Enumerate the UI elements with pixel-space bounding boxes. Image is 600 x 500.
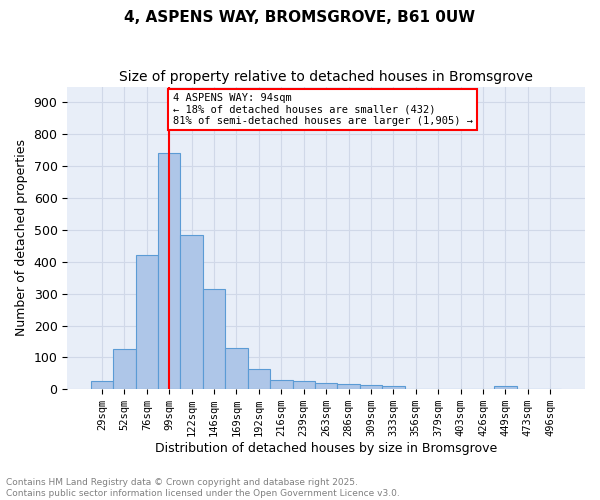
Bar: [181, 234, 203, 389]
Bar: [203, 289, 225, 389]
Title: Size of property relative to detached houses in Bromsgrove: Size of property relative to detached ho…: [119, 70, 533, 84]
Bar: [136, 256, 158, 389]
Bar: [337, 384, 360, 389]
Bar: [360, 386, 382, 389]
Text: 4 ASPENS WAY: 94sqm
← 18% of detached houses are smaller (432)
81% of semi-detac: 4 ASPENS WAY: 94sqm ← 18% of detached ho…: [173, 93, 473, 126]
Bar: [158, 154, 181, 389]
Bar: [494, 386, 517, 389]
Bar: [382, 386, 404, 389]
Text: Contains HM Land Registry data © Crown copyright and database right 2025.
Contai: Contains HM Land Registry data © Crown c…: [6, 478, 400, 498]
Bar: [293, 382, 315, 389]
Text: 4, ASPENS WAY, BROMSGROVE, B61 0UW: 4, ASPENS WAY, BROMSGROVE, B61 0UW: [124, 10, 476, 25]
Bar: [113, 350, 136, 389]
Y-axis label: Number of detached properties: Number of detached properties: [15, 140, 28, 336]
Bar: [270, 380, 293, 389]
Bar: [315, 383, 337, 389]
Bar: [225, 348, 248, 389]
Bar: [91, 382, 113, 389]
Bar: [248, 368, 270, 389]
X-axis label: Distribution of detached houses by size in Bromsgrove: Distribution of detached houses by size …: [155, 442, 497, 455]
